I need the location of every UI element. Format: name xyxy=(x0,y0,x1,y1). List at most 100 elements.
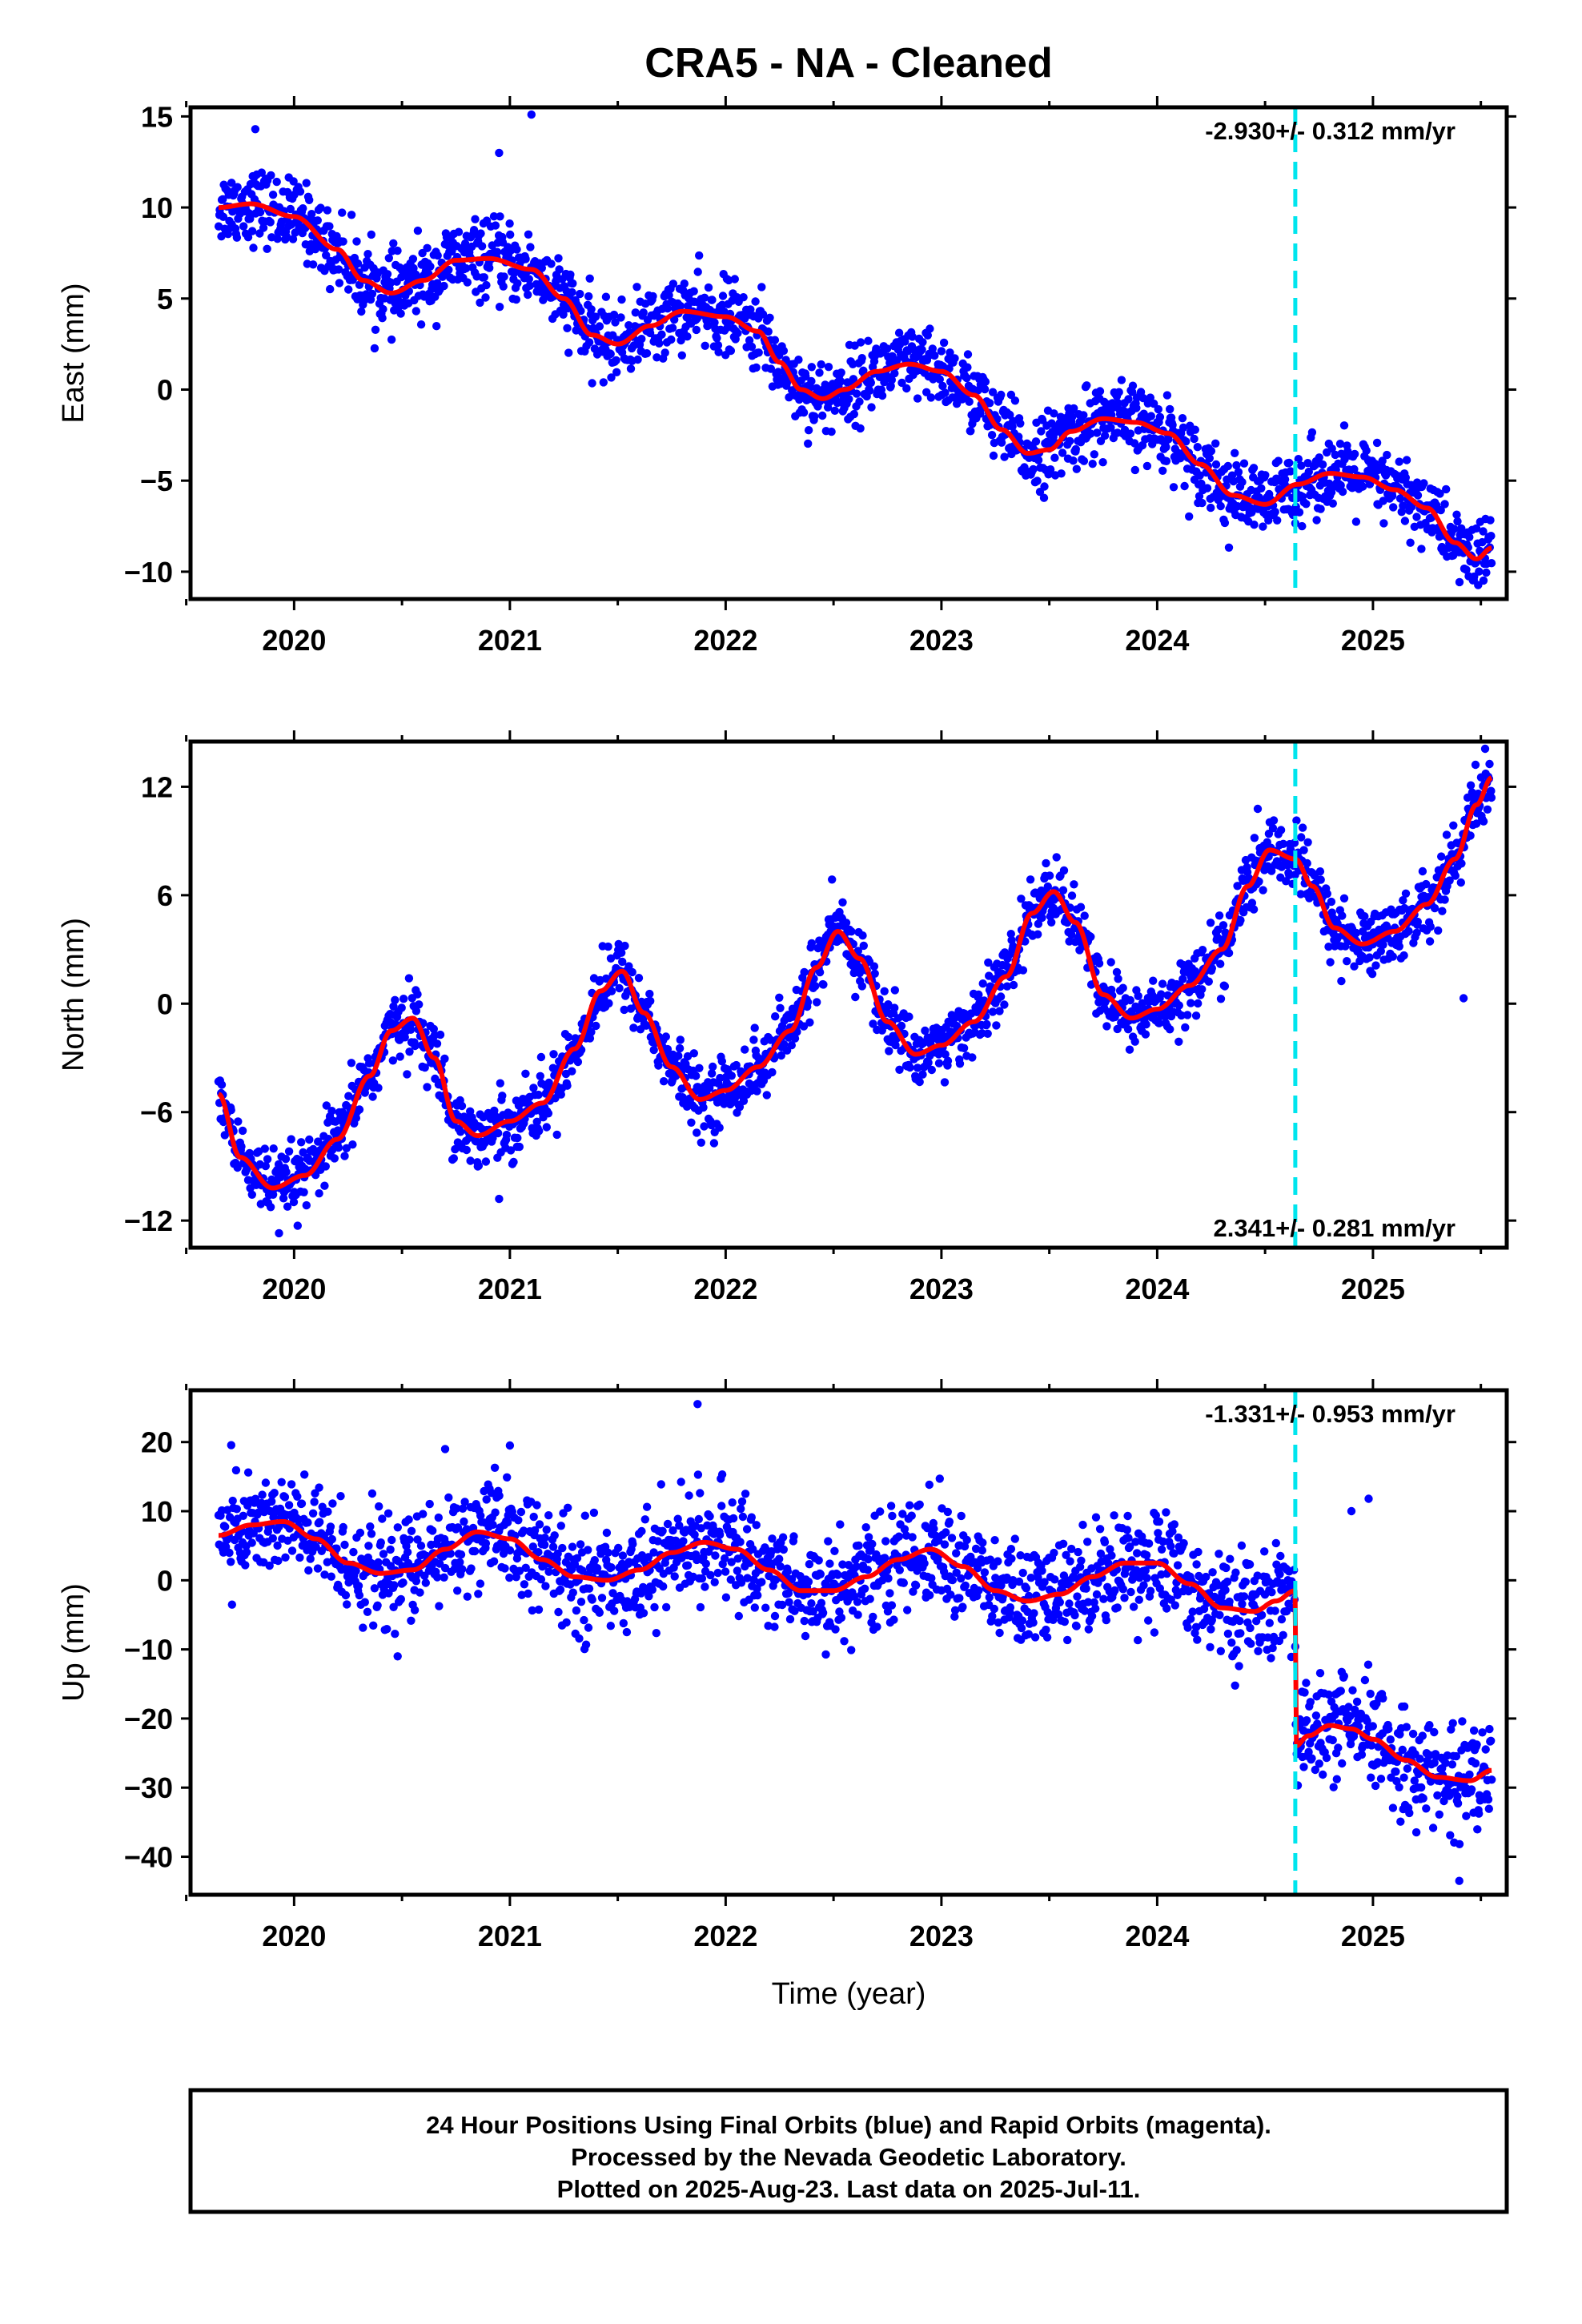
data-point xyxy=(1215,911,1224,920)
data-point xyxy=(315,1518,324,1526)
data-point xyxy=(1113,1024,1122,1034)
y-tick-label: 0 xyxy=(157,987,173,1020)
data-point xyxy=(739,1096,749,1106)
data-point xyxy=(838,898,847,907)
data-point xyxy=(801,372,810,381)
data-point xyxy=(476,1579,485,1588)
data-point xyxy=(396,1594,405,1604)
data-point xyxy=(556,1090,565,1099)
data-point xyxy=(452,1504,461,1513)
data-point xyxy=(496,1079,504,1088)
data-point xyxy=(687,1118,696,1128)
data-point xyxy=(669,279,678,288)
data-point xyxy=(482,1495,491,1504)
data-point xyxy=(537,263,546,272)
data-point xyxy=(1076,903,1086,911)
data-point xyxy=(352,237,361,246)
y-tick-label: −12 xyxy=(124,1204,173,1237)
data-point xyxy=(568,1588,577,1597)
data-point xyxy=(481,1539,491,1548)
data-point xyxy=(721,1554,729,1563)
data-point xyxy=(890,369,899,378)
data-point xyxy=(220,1131,229,1140)
data-point xyxy=(726,1575,735,1584)
data-point xyxy=(1487,793,1496,802)
x-tick-label: 2022 xyxy=(693,1920,757,1952)
data-point xyxy=(225,1548,234,1558)
data-point xyxy=(370,344,379,353)
data-point xyxy=(918,338,927,347)
data-point xyxy=(1250,834,1259,842)
data-point xyxy=(407,1616,416,1626)
data-point xyxy=(778,1533,788,1542)
data-point xyxy=(648,292,657,301)
data-point xyxy=(1020,463,1029,472)
data-point xyxy=(339,1522,347,1532)
data-point xyxy=(476,298,484,308)
data-point xyxy=(693,1128,701,1137)
data-point xyxy=(379,304,387,314)
data-point xyxy=(308,1509,318,1518)
data-point xyxy=(283,1202,292,1211)
data-point xyxy=(652,1629,661,1638)
data-point xyxy=(302,179,311,187)
data-point xyxy=(1487,786,1496,795)
data-point xyxy=(1255,877,1263,887)
data-point xyxy=(1146,412,1156,420)
data-point xyxy=(495,1491,504,1501)
data-point xyxy=(996,992,1006,1001)
data-point xyxy=(1191,425,1200,434)
data-point xyxy=(980,384,990,394)
data-point xyxy=(757,1578,766,1586)
data-point xyxy=(816,1570,825,1579)
data-point xyxy=(714,348,723,356)
data-point xyxy=(327,1107,336,1116)
data-point xyxy=(499,1549,508,1558)
data-point xyxy=(535,1520,544,1529)
data-point xyxy=(775,1554,784,1563)
data-point xyxy=(831,1625,840,1634)
data-point xyxy=(779,346,789,356)
data-point xyxy=(765,313,774,322)
data-point xyxy=(1482,568,1491,577)
data-point xyxy=(425,1499,434,1509)
data-point xyxy=(1276,826,1286,834)
data-point xyxy=(622,1627,632,1637)
data-point xyxy=(494,1128,503,1138)
data-point xyxy=(865,1594,874,1603)
data-point xyxy=(1239,459,1249,468)
data-point xyxy=(249,1529,258,1538)
data-point xyxy=(243,1468,253,1477)
data-point xyxy=(905,1063,914,1072)
data-point xyxy=(416,1588,424,1597)
data-point xyxy=(1387,492,1397,501)
data-point xyxy=(675,1043,685,1053)
data-point xyxy=(856,338,865,347)
data-point xyxy=(937,347,946,356)
fit-curve-north xyxy=(217,775,1493,1191)
data-point xyxy=(477,242,487,251)
data-point xyxy=(1006,390,1016,400)
data-point xyxy=(282,231,291,241)
data-point xyxy=(1124,395,1133,404)
data-point xyxy=(496,212,504,221)
data-point xyxy=(340,1152,349,1160)
data-point xyxy=(1350,962,1359,971)
data-point xyxy=(1038,913,1046,923)
data-point xyxy=(604,1548,612,1558)
data-point xyxy=(1094,959,1104,968)
data-point xyxy=(1198,985,1207,994)
data-point xyxy=(1162,443,1170,452)
data-point xyxy=(924,1058,933,1068)
data-point xyxy=(609,310,619,320)
data-point xyxy=(1126,429,1135,438)
data-point xyxy=(1298,521,1307,531)
data-point xyxy=(599,378,608,387)
y-tick-label: 10 xyxy=(141,1495,173,1528)
data-point xyxy=(233,1163,242,1172)
data-point xyxy=(662,1602,671,1612)
data-point xyxy=(1365,953,1374,962)
data-point xyxy=(267,171,275,180)
data-point xyxy=(701,341,709,350)
data-point xyxy=(927,1065,937,1075)
